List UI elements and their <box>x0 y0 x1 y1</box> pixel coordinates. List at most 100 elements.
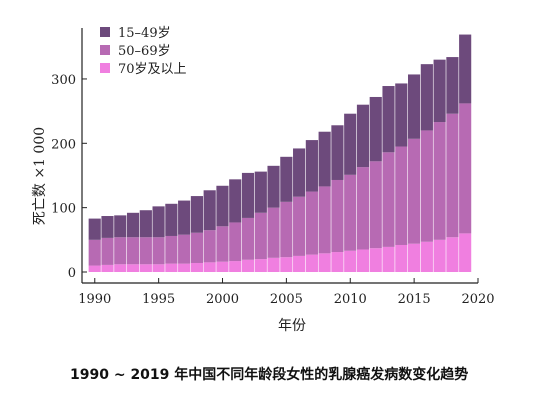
bar-segment <box>331 179 344 253</box>
bar-segment <box>101 237 114 265</box>
bar-segment <box>152 237 165 265</box>
bar-segment <box>356 104 370 168</box>
bar-segment <box>165 235 178 264</box>
bar-segment <box>152 264 165 272</box>
y-tick-label: 100 <box>51 202 76 217</box>
bar-segment <box>280 201 293 258</box>
bar-segment <box>152 206 165 238</box>
bar-segment <box>408 243 421 272</box>
bar-segment <box>216 185 229 227</box>
legend-swatch <box>100 27 110 37</box>
bar-segment <box>459 103 472 234</box>
bar-segment <box>203 262 216 272</box>
bar-segment <box>395 146 408 245</box>
bar-segment <box>114 237 127 265</box>
bar-segment <box>229 222 242 262</box>
bar-segment <box>88 265 101 272</box>
bar-segment <box>305 254 319 272</box>
x-tick-label: 1990 <box>78 292 111 307</box>
x-tick-label: 2010 <box>334 292 367 307</box>
bar-segment <box>114 215 127 238</box>
bar-segment <box>178 200 191 235</box>
bar-segment <box>139 264 152 272</box>
bar-segment <box>446 113 459 238</box>
y-tick-label: 300 <box>51 73 76 88</box>
legend-label: 70岁及以上 <box>118 62 187 77</box>
bar-segment <box>126 212 140 238</box>
bar-segment <box>267 165 280 208</box>
bar-segment <box>459 233 472 272</box>
bar-segment <box>433 59 446 123</box>
bar-segment <box>382 86 395 153</box>
bar-segment <box>382 246 395 272</box>
bar-segment <box>446 57 459 114</box>
bar-segment <box>267 207 280 258</box>
x-tick-label: 2000 <box>206 292 239 307</box>
bar-segment <box>241 259 255 272</box>
bar-segment <box>344 250 357 272</box>
bar-segment <box>318 186 331 254</box>
bar-segment <box>395 83 408 147</box>
x-axis-title: 年份 <box>278 318 306 334</box>
bar-segment <box>88 239 101 266</box>
bar-segment <box>420 130 434 242</box>
bar-segment <box>280 156 293 202</box>
bar-segment <box>229 261 242 272</box>
bar-segment <box>382 152 395 247</box>
y-axis-title: 死亡数 ×1 000 <box>32 127 48 225</box>
bar-segment <box>241 172 255 218</box>
bar-segment <box>114 264 127 272</box>
y-tick-label: 0 <box>68 266 76 281</box>
bar-segment <box>126 264 140 272</box>
bars-layer <box>88 34 473 272</box>
bar-segment <box>229 179 242 223</box>
legend-label: 15–49岁 <box>118 26 171 41</box>
bar-segment <box>178 234 191 264</box>
bar-segment <box>293 148 306 197</box>
bar-segment <box>395 244 408 272</box>
legend-swatch <box>100 63 110 73</box>
x-tick-label: 2020 <box>461 292 494 307</box>
bar-segment <box>369 96 382 162</box>
bar-segment <box>356 167 370 250</box>
bar-segment <box>203 190 216 231</box>
bar-segment <box>254 171 267 213</box>
legend: 15–49岁 50–69岁 70岁及以上 <box>100 26 187 77</box>
bar-segment <box>420 64 434 131</box>
bar-segment <box>459 34 472 104</box>
bar-segment <box>190 262 204 272</box>
bar-segment <box>420 241 434 272</box>
bar-segment <box>433 122 446 240</box>
bar-segment <box>267 257 280 272</box>
bar-segment <box>408 138 421 244</box>
bar-segment <box>433 239 446 272</box>
bar-segment <box>139 237 152 265</box>
bar-segment <box>203 230 216 263</box>
bar-segment <box>216 261 229 272</box>
bar-segment <box>344 174 357 251</box>
bar-segment <box>293 255 306 272</box>
bar-segment <box>165 263 178 272</box>
bar-segment <box>318 131 331 187</box>
bar-segment <box>369 161 382 249</box>
bar-segment <box>331 252 344 272</box>
y-tick-label: 200 <box>51 137 76 152</box>
legend-label: 50–69岁 <box>118 44 171 59</box>
bar-segment <box>216 226 229 262</box>
bar-segment <box>88 218 101 240</box>
bar-segment <box>280 257 293 272</box>
bar-segment <box>254 212 267 260</box>
bar-segment <box>101 216 114 238</box>
bar-segment <box>305 140 319 192</box>
bar-segment <box>190 196 204 233</box>
bar-segment <box>165 203 178 236</box>
legend-swatch <box>100 45 110 55</box>
bar-segment <box>178 263 191 272</box>
bar-segment <box>241 217 255 260</box>
bar-segment <box>369 248 382 272</box>
bar-segment <box>408 74 421 139</box>
axes-layer: 0 100 200 300 1990 1995 2000 2005 2010 2015 2020 <box>51 28 495 307</box>
x-tick-label: 2015 <box>398 292 431 307</box>
bar-segment <box>356 249 370 272</box>
bar-segment <box>101 264 114 272</box>
